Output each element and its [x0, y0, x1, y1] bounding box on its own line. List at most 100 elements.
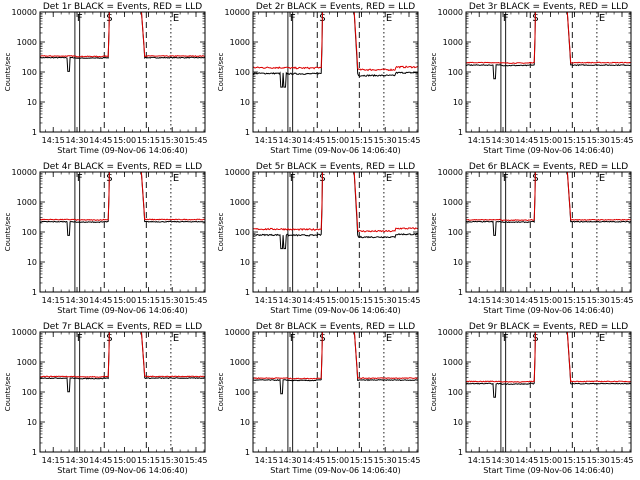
x-axis-label: Start Time (09-Nov-06 14:06:40)	[483, 306, 613, 315]
y-tick-label: 100	[235, 388, 250, 397]
x-tick-label: 15:30	[587, 136, 610, 145]
y-tick-label: 10	[453, 418, 463, 427]
y-tick-label: 10	[240, 418, 250, 427]
marker-label-E: E	[599, 333, 605, 344]
y-tick-label: 1000	[230, 198, 250, 207]
y-tick-label: 100	[22, 228, 37, 237]
x-tick-label: 15:45	[397, 456, 420, 465]
y-tick-label: 10000	[12, 168, 37, 177]
y-tick-label: 1	[32, 128, 37, 137]
series-lld-line	[253, 12, 418, 72]
x-tick-label: 14:30	[65, 136, 88, 145]
y-tick-label: 1	[245, 128, 250, 137]
y-axis-label: Counts/sec	[217, 53, 225, 92]
y-axis-label: Counts/sec	[430, 373, 438, 412]
chart-title: Det 6r BLACK = Events, RED = LLD	[469, 162, 628, 172]
series-events-line	[466, 172, 631, 236]
plot-frame	[39, 171, 206, 293]
x-tick-label: 15:45	[610, 456, 633, 465]
series-events-line	[40, 12, 205, 72]
x-axis-label: Start Time (09-Nov-06 14:06:40)	[57, 146, 187, 155]
detector-panel-8: Det 8r BLACK = Events, RED = LLD Counts/s…	[217, 322, 421, 475]
x-tick-label: 14:45	[89, 456, 112, 465]
series-lld-line	[253, 332, 418, 380]
series-events-line	[466, 12, 631, 80]
y-tick-label: 10000	[225, 328, 250, 337]
series-lld-line	[40, 12, 205, 58]
series-lld-line	[40, 172, 205, 221]
detector-panel-5: Det 5r BLACK = Events, RED = LLD Counts/s…	[217, 162, 421, 315]
detector-panel-1: Det 1r BLACK = Events, RED = LLD Counts/s…	[4, 2, 208, 155]
y-tick-label: 1	[32, 288, 37, 297]
series-lld-line	[253, 172, 418, 233]
x-tick-label: 14:45	[302, 296, 325, 305]
x-tick-label: 14:15	[468, 136, 491, 145]
y-tick-label: 10000	[438, 168, 463, 177]
series-events-line	[253, 172, 418, 250]
series-events-line	[40, 332, 205, 393]
y-tick-label: 100	[235, 68, 250, 77]
x-tick-label: 14:30	[278, 456, 301, 465]
chart-title: Det 5r BLACK = Events, RED = LLD	[256, 162, 415, 172]
x-tick-label: 15:15	[563, 136, 586, 145]
series-lld-line	[466, 172, 631, 222]
y-tick-label: 100	[448, 388, 463, 397]
x-tick-label: 14:45	[515, 296, 538, 305]
series-events-line	[466, 332, 631, 398]
x-tick-label: 14:15	[42, 296, 65, 305]
x-tick-label: 15:00	[113, 456, 136, 465]
x-tick-label: 14:30	[491, 456, 514, 465]
x-tick-label: 15:30	[587, 456, 610, 465]
x-tick-label: 14:15	[255, 136, 278, 145]
detector-panel-9: Det 9r BLACK = Events, RED = LLD Counts/s…	[430, 322, 634, 475]
y-tick-label: 10	[453, 98, 463, 107]
y-axis-label: Counts/sec	[217, 213, 225, 252]
x-tick-label: 15:15	[137, 136, 160, 145]
x-tick-label: 15:45	[610, 136, 633, 145]
y-tick-label: 10	[27, 418, 37, 427]
detector-panel-4: Det 4r BLACK = Events, RED = LLD Counts/s…	[4, 162, 208, 315]
x-tick-label: 15:30	[374, 296, 397, 305]
x-tick-label: 14:15	[468, 296, 491, 305]
y-tick-label: 100	[22, 68, 37, 77]
x-tick-label: 15:45	[397, 296, 420, 305]
y-tick-label: 10	[240, 98, 250, 107]
x-tick-label: 15:15	[137, 296, 160, 305]
marker-label-E: E	[599, 173, 605, 184]
y-tick-label: 10	[27, 258, 37, 267]
plot-frame	[465, 171, 632, 293]
x-tick-label: 15:15	[350, 136, 373, 145]
x-tick-label: 15:15	[137, 456, 160, 465]
x-tick-label: 15:00	[539, 136, 562, 145]
x-tick-label: 14:30	[491, 296, 514, 305]
x-tick-label: 15:00	[326, 136, 349, 145]
y-tick-label: 100	[448, 68, 463, 77]
x-axis-label: Start Time (09-Nov-06 14:06:40)	[483, 466, 613, 475]
x-axis-label: Start Time (09-Nov-06 14:06:40)	[270, 146, 400, 155]
y-tick-label: 1000	[443, 38, 463, 47]
x-tick-label: 15:45	[184, 296, 207, 305]
x-tick-label: 14:30	[65, 456, 88, 465]
y-axis-label: Counts/sec	[4, 373, 12, 412]
x-axis-label: Start Time (09-Nov-06 14:06:40)	[57, 306, 187, 315]
series-lld-line	[466, 12, 631, 64]
y-tick-label: 100	[235, 228, 250, 237]
chart-title: Det 8r BLACK = Events, RED = LLD	[256, 322, 415, 332]
x-tick-label: 14:30	[278, 296, 301, 305]
x-tick-label: 15:00	[539, 456, 562, 465]
chart-title: Det 4r BLACK = Events, RED = LLD	[43, 162, 202, 172]
plot-frame	[465, 331, 632, 453]
chart-title: Det 7r BLACK = Events, RED = LLD	[43, 322, 202, 332]
y-tick-label: 10	[240, 258, 250, 267]
y-tick-label: 10000	[438, 8, 463, 17]
y-axis-label: Counts/sec	[217, 373, 225, 412]
marker-label-E: E	[386, 13, 392, 24]
x-tick-label: 15:00	[113, 136, 136, 145]
x-tick-label: 15:45	[184, 456, 207, 465]
chart-title: Det 2r BLACK = Events, RED = LLD	[256, 2, 415, 12]
x-tick-label: 14:15	[42, 456, 65, 465]
y-tick-label: 1	[458, 128, 463, 137]
x-tick-label: 14:30	[65, 296, 88, 305]
y-tick-label: 100	[22, 388, 37, 397]
y-tick-label: 10	[27, 98, 37, 107]
